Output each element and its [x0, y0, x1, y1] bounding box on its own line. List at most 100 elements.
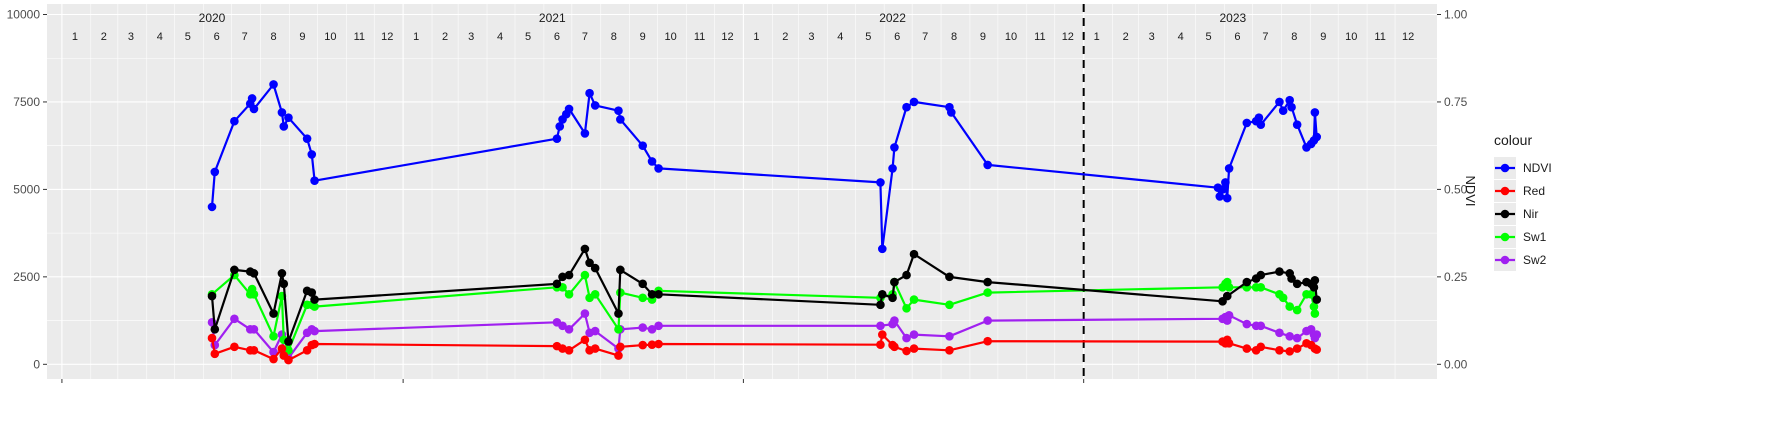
data-point-sw1 [945, 300, 954, 310]
data-point-nir [909, 249, 919, 259]
legend-item-red: Red [1494, 180, 1545, 202]
month-label: 11 [1374, 31, 1385, 43]
data-point-nir [902, 270, 911, 280]
month-label: 3 [128, 31, 134, 43]
data-point-sw2 [654, 321, 663, 331]
month-label: 7 [922, 31, 928, 43]
data-point-red [983, 336, 992, 346]
data-point-sw2 [249, 325, 259, 334]
right-axis-tick-label: 1.00 [1444, 7, 1468, 21]
data-point-ndvi [638, 141, 648, 150]
month-label: 2 [782, 31, 788, 43]
data-point-red [590, 344, 600, 353]
data-point-red [277, 344, 287, 353]
month-label: 7 [242, 31, 248, 43]
month-label: 10 [324, 31, 336, 43]
data-point-ndvi [1254, 113, 1264, 122]
data-point-ndvi [647, 157, 657, 166]
data-point-ndvi [590, 101, 600, 110]
left-axis-tick-label: 2500 [13, 270, 40, 284]
data-point-ndvi [1256, 120, 1266, 129]
right-axis-tick-label: 0.25 [1444, 270, 1468, 284]
right-axis-title: NDVI [1463, 175, 1478, 206]
data-point-ndvi [310, 176, 319, 185]
data-point-sw1 [1310, 309, 1320, 318]
month-label: 12 [381, 31, 393, 43]
data-point-sw1 [1278, 293, 1288, 303]
right-axis-tick-label: 0.00 [1444, 357, 1468, 371]
month-label: 5 [1206, 31, 1212, 43]
data-point-nir [878, 290, 887, 299]
year-label: 2020 [199, 11, 226, 25]
data-point-sw1 [983, 288, 992, 297]
data-point-nir [1222, 291, 1232, 301]
month-label: 11 [1034, 31, 1045, 43]
year-label: 2022 [879, 11, 906, 25]
legend-label-sw2: Sw2 [1523, 253, 1547, 267]
month-label: 10 [1345, 31, 1357, 43]
data-point-red [909, 344, 919, 353]
data-point-ndvi [585, 88, 594, 98]
data-point-ndvi [230, 116, 239, 126]
month-label: 6 [1234, 31, 1240, 43]
data-point-sw2 [269, 347, 278, 357]
data-point-sw1 [580, 270, 590, 280]
legend-key-point [1500, 163, 1510, 173]
data-point-ndvi [1242, 118, 1252, 128]
data-point-ndvi [876, 178, 885, 187]
data-point-red [580, 335, 590, 345]
data-point-red [284, 355, 293, 365]
data-point-nir [307, 288, 317, 297]
month-label: 12 [721, 31, 733, 43]
data-point-nir [1287, 274, 1296, 283]
data-point-sw1 [1224, 283, 1234, 292]
data-point-ndvi [1222, 193, 1232, 203]
data-point-ndvi [555, 122, 565, 131]
data-point-nir [284, 337, 293, 346]
bottom-x-axis [61, 379, 1085, 383]
data-point-ndvi [654, 164, 663, 173]
data-point-sw1 [1309, 302, 1319, 311]
data-point-sw2 [1312, 330, 1322, 339]
series-ndvi [207, 80, 1322, 254]
data-point-ndvi [564, 104, 574, 114]
data-point-ndvi [1275, 97, 1284, 107]
data-point-sw2 [1275, 328, 1284, 338]
month-label: 8 [951, 31, 957, 43]
right-axis-tick-label: 0.50 [1444, 182, 1468, 196]
data-point-red [876, 340, 885, 350]
data-point-ndvi [1215, 192, 1225, 201]
data-point-ndvi [580, 129, 590, 138]
month-label: 2 [101, 31, 107, 43]
data-point-sw1 [590, 290, 600, 299]
data-point-ndvi [983, 160, 992, 170]
month-label: 3 [468, 31, 474, 43]
data-point-sw1 [1256, 283, 1266, 292]
data-point-red [249, 346, 259, 355]
data-point-red [638, 340, 648, 350]
data-point-nir [1312, 295, 1322, 304]
left-axis-tick-label: 5000 [13, 182, 40, 196]
data-point-sw1 [1306, 290, 1316, 299]
data-point-nir [876, 300, 885, 310]
month-label: 11 [694, 31, 705, 43]
data-point-nir [552, 279, 562, 289]
data-point-red [1242, 344, 1252, 353]
data-point-ndvi [1310, 108, 1320, 117]
data-point-ndvi [1224, 164, 1234, 173]
minor-gridlines [47, 4, 1437, 379]
data-point-ndvi [552, 134, 562, 143]
data-point-nir [638, 279, 648, 289]
data-point-red [647, 340, 657, 350]
data-point-sw2 [983, 316, 992, 325]
series-nir [207, 244, 1322, 346]
year-label: 2021 [539, 11, 566, 25]
data-point-ndvi [616, 115, 625, 124]
data-point-ndvi [1221, 178, 1230, 187]
data-point-nir [616, 265, 625, 275]
data-point-ndvi [1278, 106, 1288, 115]
data-point-red [269, 354, 278, 364]
data-point-nir [558, 272, 567, 282]
